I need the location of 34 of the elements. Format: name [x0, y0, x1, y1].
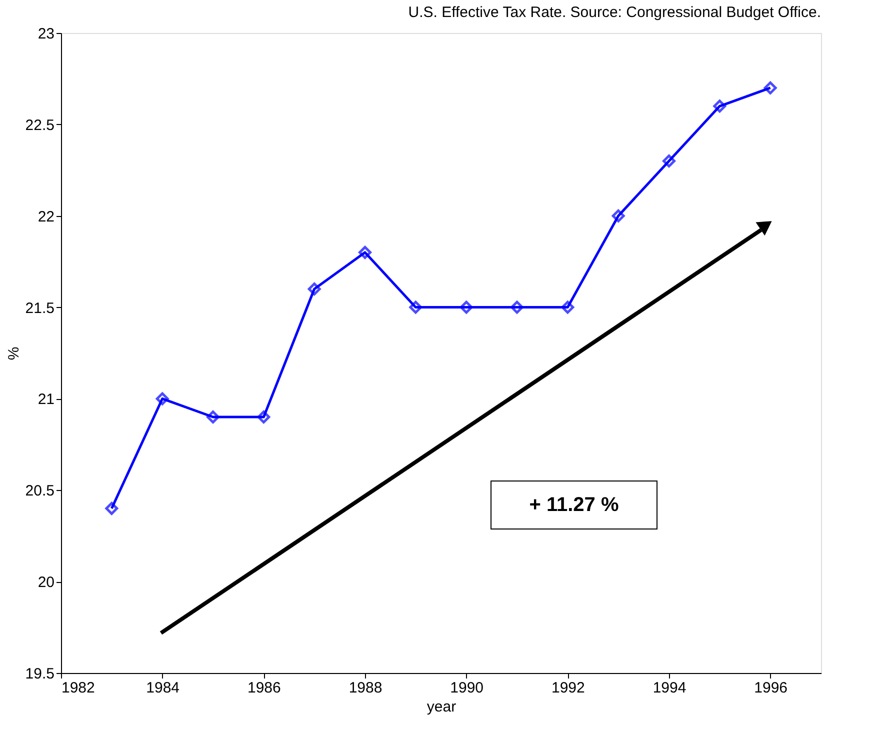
- x-tick-label: 1994: [652, 680, 686, 696]
- point: [358, 246, 372, 259]
- point: [510, 300, 524, 314]
- point: [561, 300, 574, 314]
- y-tick-label: 19.5: [25, 666, 54, 682]
- y-tick-label: 22: [38, 208, 54, 226]
- x-tick-label: 1988: [348, 680, 382, 696]
- point: [409, 300, 422, 314]
- x-tick-label: 1986: [247, 680, 281, 696]
- point: [713, 100, 726, 113]
- x-tick-label: 1990: [450, 680, 484, 696]
- x-tick-label: 1996: [754, 680, 788, 696]
- y-tick-label: 21: [38, 391, 54, 408]
- point: [764, 81, 777, 94]
- y-tick-label: 20: [38, 574, 54, 592]
- y-tick-label: 20.5: [25, 482, 54, 500]
- y-tick-label: 21.5: [25, 300, 54, 317]
- point: [105, 502, 118, 515]
- y-axis-title: %: [5, 346, 22, 360]
- x-tick-label: 1982: [62, 680, 95, 696]
- x-axis-title: year: [426, 698, 456, 716]
- y-tick-label: 23: [38, 26, 54, 42]
- x-tick-label: 1992: [551, 680, 585, 696]
- point: [206, 410, 220, 424]
- annotation: + 11.27 %: [529, 494, 619, 516]
- point: [460, 300, 473, 314]
- point: [612, 209, 625, 222]
- point: [257, 410, 270, 424]
- point: [308, 282, 321, 296]
- point: [662, 154, 676, 168]
- chart-title: U.S. Effective Tax Rate. Source: Congressional Budget Office.: [408, 4, 821, 21]
- x-tick-label: 1984: [146, 680, 180, 696]
- point: [156, 392, 169, 406]
- y-tick-label: 22.5: [25, 116, 54, 134]
